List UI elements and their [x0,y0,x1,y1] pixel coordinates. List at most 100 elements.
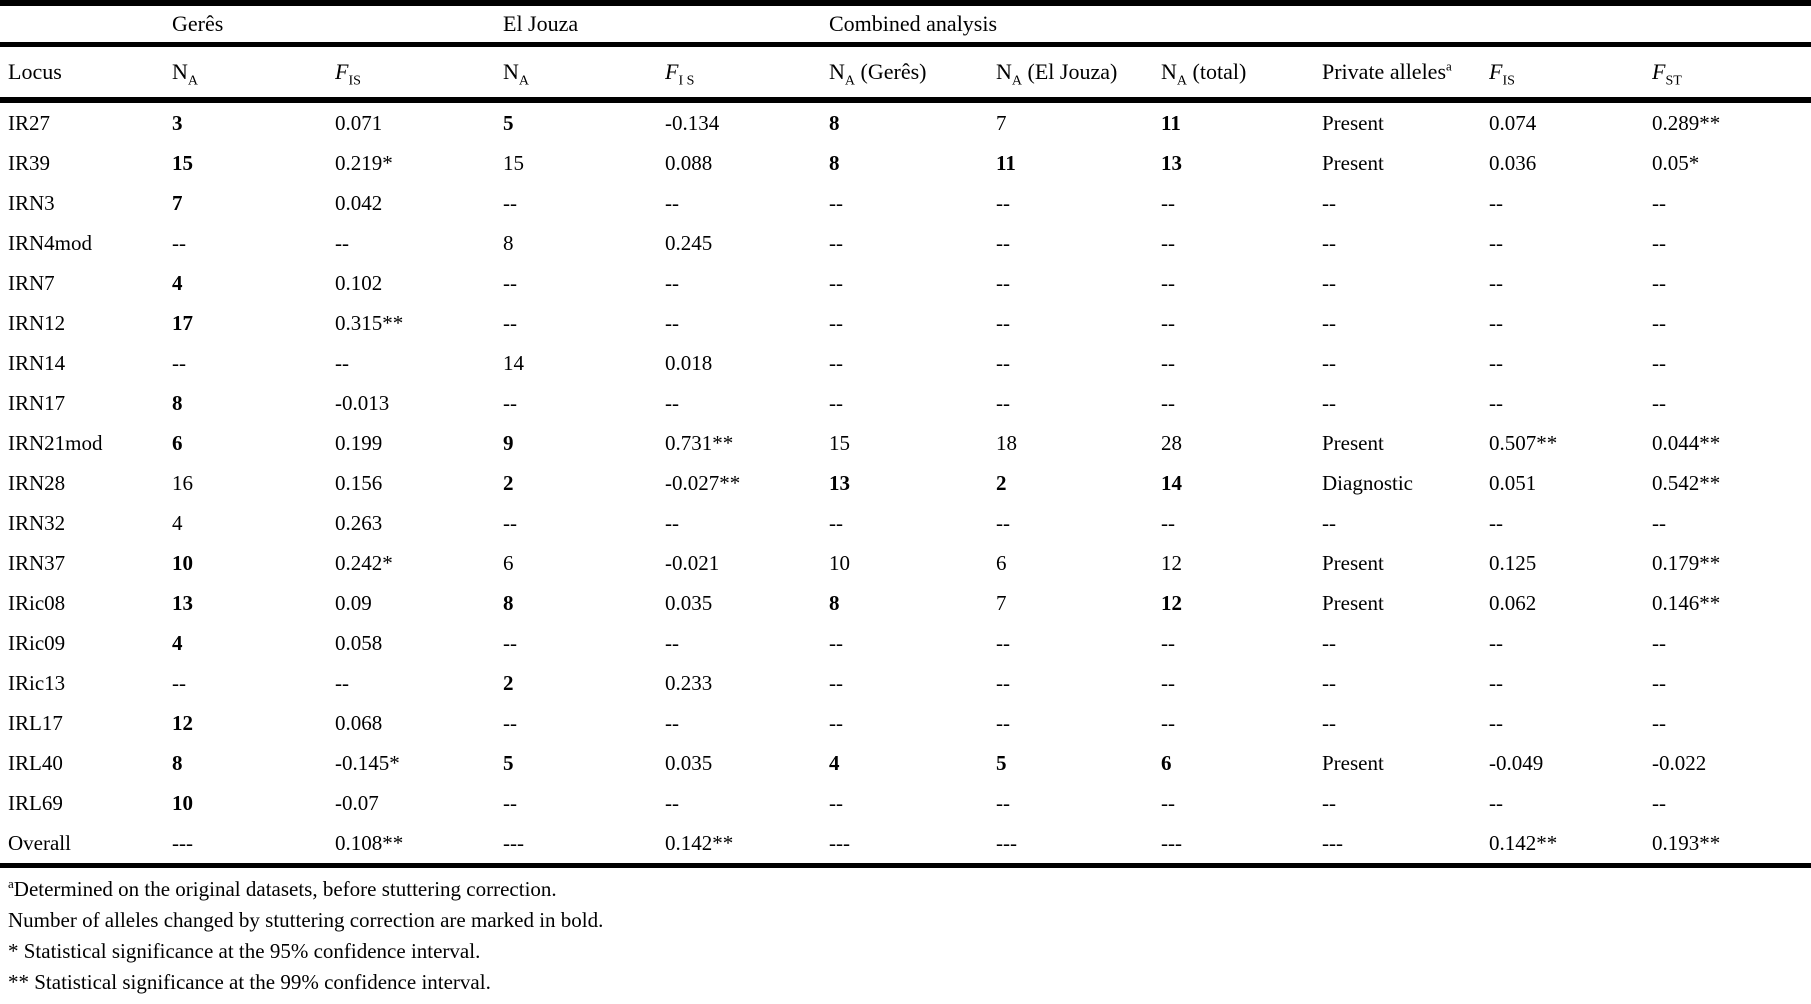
value-cell: 15 [829,430,850,455]
header-superscript: a [1446,58,1452,74]
value-cell: -- [1161,630,1175,655]
value-cell: -- [829,190,843,215]
value-cell: 28 [1161,430,1182,455]
value-cell: -- [1161,790,1175,815]
locus-cell: IRN37 [8,550,66,575]
value-cell: -0.134 [665,110,720,135]
value-cell: -- [1652,190,1666,215]
value-cell: 10 [829,550,850,575]
value-cell: 8 [829,590,840,615]
locus-cell: IR27 [8,110,50,135]
value-cell: -- [1322,350,1336,375]
value-cell: 0.088 [665,150,713,175]
column-header: NA (Gerês) [829,44,996,103]
column-header-suffix: (total) [1187,59,1247,84]
value-cell: 0.142** [665,823,829,868]
value-cell: 7 [172,190,183,215]
value-cell: -- [1322,510,1336,535]
value-cell: -- [996,510,1010,535]
value-cell: -- [172,670,186,695]
value-cell: 0.507** [1489,430,1558,455]
value-cell: Present [1322,750,1384,775]
table-row: IRN14 -- -- 14 0.018 -- -- -- -- -- -- [0,343,1811,383]
header-subscript: IS [348,73,361,89]
value-cell: 0.071 [335,110,383,135]
value-cell: -- [1489,230,1503,255]
value-cell: -- [665,790,679,815]
table-row: Overall --- 0.108** --- 0.142** --- --- --- --- 0… [0,823,1811,868]
value-cell: 10 [172,790,193,815]
value-cell: 0.146** [1652,590,1721,615]
column-header: FI S [665,44,829,103]
value-cell: 0.09 [335,590,372,615]
value-cell: 17 [172,310,193,335]
column-header-label: Locus [8,59,62,84]
table-row: IRN12 17 0.315** -- -- -- -- -- -- -- -- [0,303,1811,343]
footnote: ** Statistical significance at the 99% c… [8,967,1811,998]
value-cell: Present [1322,110,1384,135]
value-cell: 0.199 [335,430,383,455]
value-cell: 0.108** [335,823,503,868]
locus-cell: IRN14 [8,350,66,375]
value-cell: Present [1322,150,1384,175]
table-row: IRN21mod 6 0.199 9 0.731** 15 18 28 Present 0.507… [0,423,1811,463]
column-header: Locus [0,44,172,103]
value-cell: -0.145* [335,750,400,775]
table-body: IR27 3 0.071 5 -0.134 8 7 11 Present 0.074 0.289**… [0,100,1811,868]
column-header-row: Locus NA FIS NA FI S NA (Gerês) NA (El Jouza) N… [0,44,1811,103]
locus-cell: IRN4mod [8,230,92,255]
value-cell: -- [1489,310,1503,335]
table-row: IRic13 -- -- 2 0.233 -- -- -- -- -- -- [0,663,1811,703]
value-cell: 8 [172,750,183,775]
value-cell: 2 [503,670,514,695]
value-cell: -- [1322,270,1336,295]
value-cell: 6 [996,550,1007,575]
value-cell: -- [1322,710,1336,735]
value-cell: -- [996,310,1010,335]
value-cell: -- [1322,390,1336,415]
value-cell: --- [829,823,996,868]
value-cell: 0.179** [1652,550,1721,575]
locus-cell: IRN7 [8,270,55,295]
value-cell: 15 [172,150,193,175]
column-header: FIS [335,44,503,103]
value-cell: -- [996,670,1010,695]
value-cell: --- [503,823,665,868]
column-header-symbol: F [1652,59,1666,84]
value-cell: 14 [503,350,524,375]
value-cell: 4 [172,510,183,535]
value-cell: -- [503,630,517,655]
value-cell: -- [503,190,517,215]
value-cell: -- [996,710,1010,735]
locus-cell: IRL40 [8,750,63,775]
value-cell: -- [665,630,679,655]
value-cell: 13 [172,590,193,615]
value-cell: -- [996,230,1010,255]
value-cell: -- [1489,190,1503,215]
value-cell: -- [829,230,843,255]
value-cell: 8 [829,110,840,135]
value-cell: -- [1322,630,1336,655]
header-subscript: A [187,73,199,89]
value-cell: -- [1322,310,1336,335]
value-cell: -- [1652,310,1666,335]
value-cell: 0.263 [335,510,383,535]
value-cell: Present [1322,590,1384,615]
value-cell: 0.068 [335,710,383,735]
value-cell: -- [829,510,843,535]
table-row: IRN7 4 0.102 -- -- -- -- -- -- -- -- [0,263,1811,303]
value-cell: 0.315** [335,310,404,335]
value-cell: --- [996,823,1161,868]
value-cell: -- [1489,630,1503,655]
locus-cell: IRic09 [8,630,66,655]
table-header: Gerês El Jouza Combined analysis Locus NA FI… [0,3,1811,103]
column-header-symbol: N [172,59,188,84]
value-cell: 9 [503,430,514,455]
value-cell: Present [1322,550,1384,575]
group-header: El Jouza [503,3,829,47]
value-cell: -0.013 [335,390,390,415]
value-cell: -- [1322,230,1336,255]
column-header-label: Private alleles [1322,59,1447,84]
value-cell: -- [1652,230,1666,255]
column-header: NA [172,44,335,103]
